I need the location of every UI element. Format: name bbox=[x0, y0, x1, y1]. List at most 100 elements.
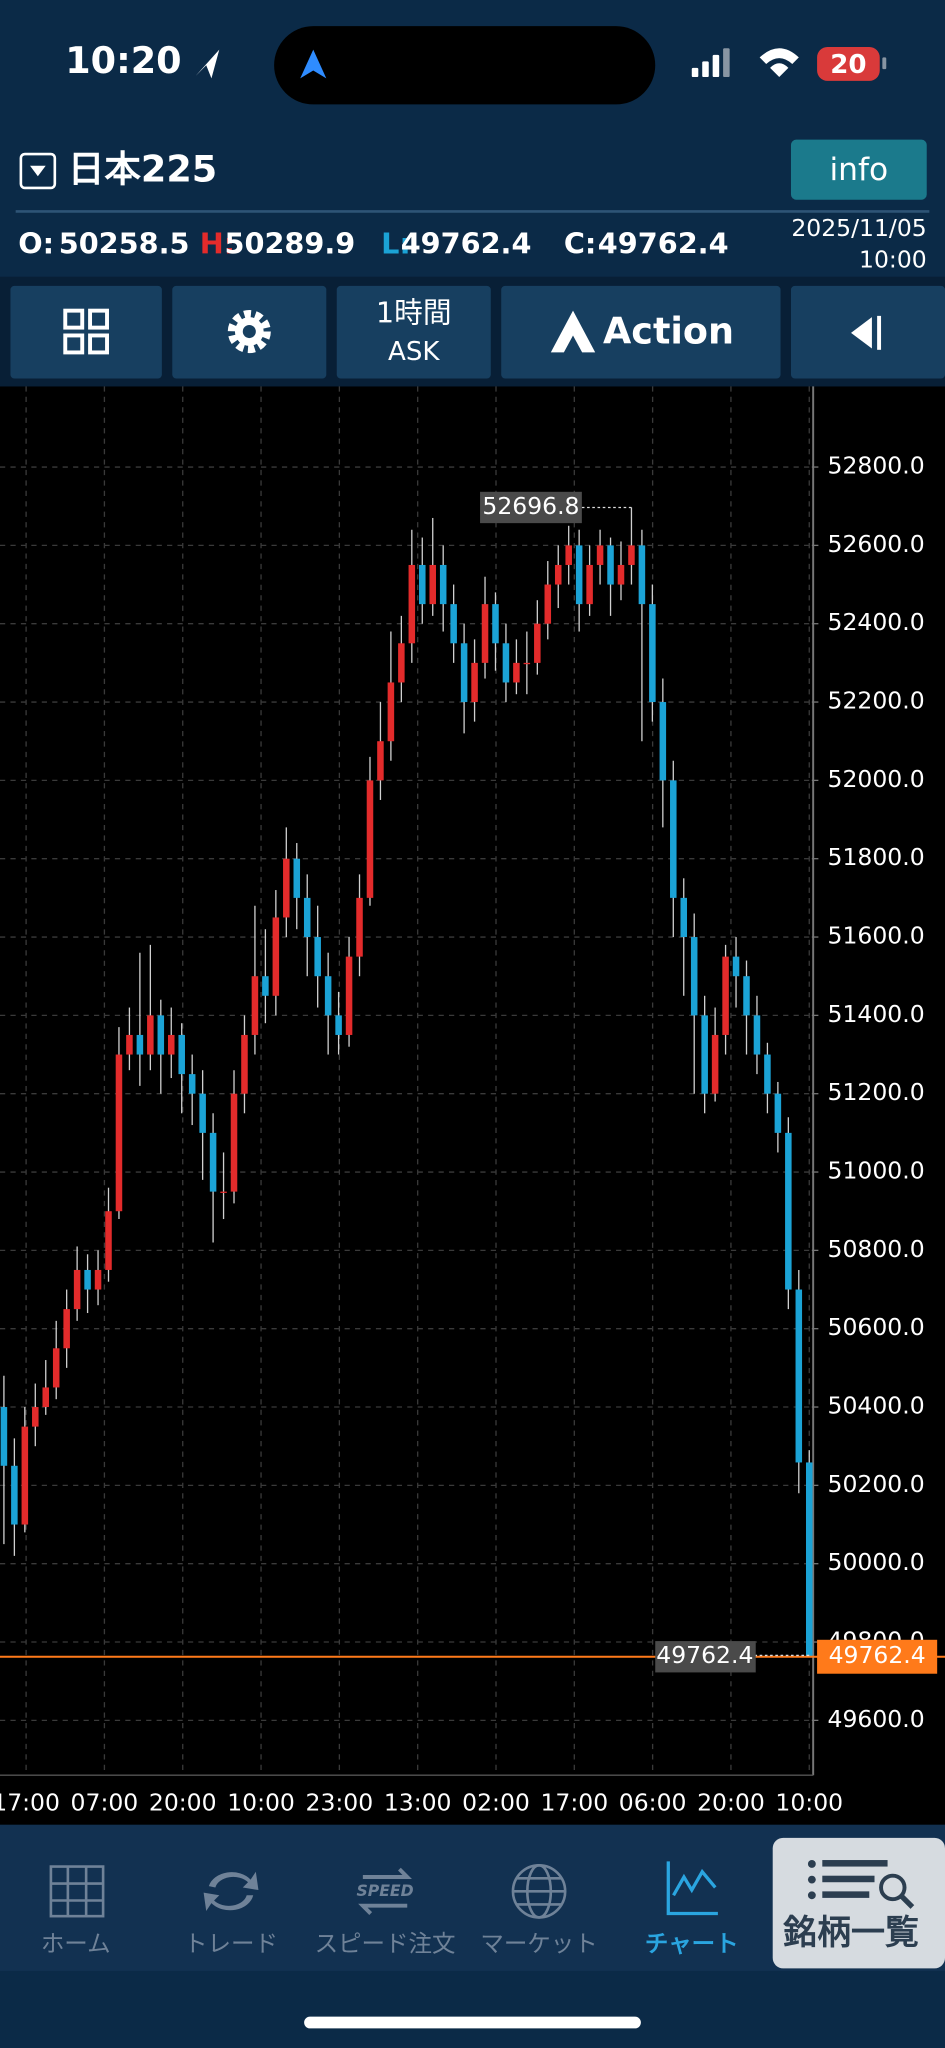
collapse-icon bbox=[851, 317, 872, 349]
candle-body bbox=[324, 976, 332, 1016]
candle-body bbox=[492, 604, 499, 644]
x-tick-label: 10:00 bbox=[227, 1788, 295, 1816]
candle-body bbox=[356, 897, 363, 957]
x-tick-label: 02:00 bbox=[462, 1788, 530, 1816]
candle-body bbox=[230, 1093, 238, 1192]
open-value: 50258.5 bbox=[59, 226, 190, 260]
bottom-background bbox=[0, 1970, 945, 2048]
candle-body bbox=[21, 1426, 29, 1525]
ohlc-row: O: 50258.5 H: 50289.9 L: 49762.4 C: 4976… bbox=[18, 226, 728, 260]
candle-body bbox=[805, 1462, 813, 1657]
symbol-list-icon bbox=[807, 1860, 915, 1909]
action-button[interactable] bbox=[501, 285, 781, 379]
candle-body bbox=[272, 917, 280, 996]
symbol-list-tab[interactable] bbox=[772, 1837, 945, 1969]
y-tick-label: 51400.0 bbox=[828, 1000, 925, 1028]
high-marker-label: 52696.8 bbox=[482, 492, 579, 520]
candle-body bbox=[638, 545, 646, 605]
y-tick-label: 50400.0 bbox=[828, 1392, 925, 1420]
candle-body bbox=[659, 702, 667, 781]
candle-body bbox=[241, 1034, 248, 1094]
candle-body bbox=[209, 1132, 217, 1192]
y-tick-label: 50000.0 bbox=[828, 1548, 925, 1576]
candle-body bbox=[701, 1015, 708, 1094]
dynamic-island bbox=[274, 26, 656, 105]
candle-body bbox=[147, 1015, 154, 1055]
candle-body bbox=[251, 976, 259, 1035]
candle-body bbox=[450, 604, 457, 644]
candle-body bbox=[753, 1015, 761, 1055]
y-tick-label: 51800.0 bbox=[828, 843, 925, 871]
home-icon bbox=[49, 1865, 105, 1918]
tab-label[interactable]: ホーム bbox=[41, 1929, 111, 1957]
candle-body bbox=[136, 1034, 144, 1055]
candle-body bbox=[774, 1093, 782, 1133]
x-tick-label: 10:00 bbox=[775, 1788, 843, 1816]
candle-body bbox=[220, 1191, 227, 1193]
wifi-icon bbox=[759, 48, 799, 78]
candle-body bbox=[554, 564, 562, 585]
low-label: L: bbox=[381, 226, 411, 260]
x-tick-label: 06:00 bbox=[619, 1788, 687, 1816]
x-tick-label: 20:00 bbox=[697, 1788, 765, 1816]
tab-label[interactable]: トレード bbox=[184, 1929, 278, 1957]
candle-body bbox=[743, 976, 750, 1016]
low-value: 49762.4 bbox=[401, 226, 532, 260]
info-button-label: info bbox=[829, 152, 888, 188]
candle-body bbox=[544, 584, 552, 624]
symbol-title[interactable]: 日本225 bbox=[68, 147, 217, 190]
dropdown-icon[interactable] bbox=[19, 152, 57, 190]
open-label: O: bbox=[18, 226, 54, 260]
candle-body bbox=[293, 858, 301, 898]
dropdown-arrow bbox=[30, 165, 46, 177]
bar-date: 2025/11/05 bbox=[791, 214, 926, 242]
candle-body bbox=[586, 564, 593, 605]
tab-label[interactable]: スピード注文 bbox=[315, 1929, 456, 1957]
candle-body bbox=[523, 662, 531, 665]
battery-level: 20 bbox=[830, 50, 866, 80]
candle-body bbox=[167, 1034, 175, 1055]
tab-label[interactable]: 銘柄一覧 bbox=[782, 1914, 919, 1953]
y-tick-label: 52800.0 bbox=[828, 452, 925, 480]
high-value: 50289.9 bbox=[225, 226, 356, 260]
tab-label[interactable]: マーケット bbox=[480, 1929, 597, 1957]
candle-body bbox=[565, 545, 572, 565]
candle-body bbox=[596, 545, 604, 565]
candle-body bbox=[314, 937, 321, 977]
candle-body bbox=[115, 1054, 123, 1212]
info-button[interactable] bbox=[790, 139, 927, 200]
timeframe-button[interactable] bbox=[336, 285, 491, 379]
chart-tab-icon bbox=[666, 1861, 718, 1916]
candle-body bbox=[513, 662, 520, 683]
candle-body bbox=[366, 780, 374, 898]
collapse-bar bbox=[877, 315, 882, 350]
tab-label[interactable]: チャート bbox=[645, 1929, 739, 1957]
candle-body bbox=[617, 564, 625, 585]
candle-body bbox=[471, 662, 478, 703]
candle-body bbox=[178, 1034, 185, 1075]
x-tick-label: 13:00 bbox=[384, 1788, 452, 1816]
candle-body bbox=[764, 1054, 771, 1094]
trade-icon bbox=[203, 1871, 259, 1911]
candle-body bbox=[0, 1407, 8, 1466]
candle-body bbox=[408, 564, 416, 644]
candle-body bbox=[126, 1034, 133, 1055]
gear-icon bbox=[227, 310, 271, 354]
candle-body bbox=[377, 741, 384, 781]
y-tick-label: 51000.0 bbox=[828, 1157, 925, 1185]
candle-body bbox=[42, 1387, 50, 1408]
close-label: C: bbox=[564, 226, 597, 260]
candle-body bbox=[73, 1269, 81, 1310]
candle-body bbox=[157, 1015, 165, 1055]
speed-arrows bbox=[358, 1867, 412, 1915]
x-tick-label: 17:00 bbox=[0, 1788, 60, 1816]
x-tick-label: 17:00 bbox=[540, 1788, 608, 1816]
candle-body bbox=[732, 956, 740, 977]
layout-icon bbox=[63, 308, 109, 355]
layout-button[interactable] bbox=[10, 285, 162, 379]
candle-body bbox=[795, 1289, 803, 1463]
timeframe-label: 1時間 bbox=[376, 296, 452, 330]
candle-body bbox=[722, 956, 729, 1035]
